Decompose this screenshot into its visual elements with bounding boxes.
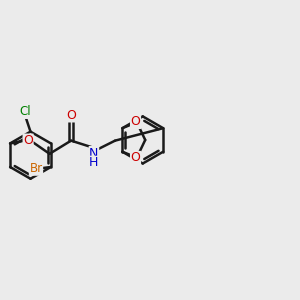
- Text: N: N: [89, 147, 99, 160]
- Text: Br: Br: [29, 162, 43, 175]
- Text: Cl: Cl: [20, 105, 31, 119]
- Text: O: O: [130, 116, 140, 128]
- Text: O: O: [130, 152, 140, 164]
- Text: O: O: [66, 109, 76, 122]
- Text: H: H: [89, 156, 99, 169]
- Text: O: O: [23, 134, 33, 147]
